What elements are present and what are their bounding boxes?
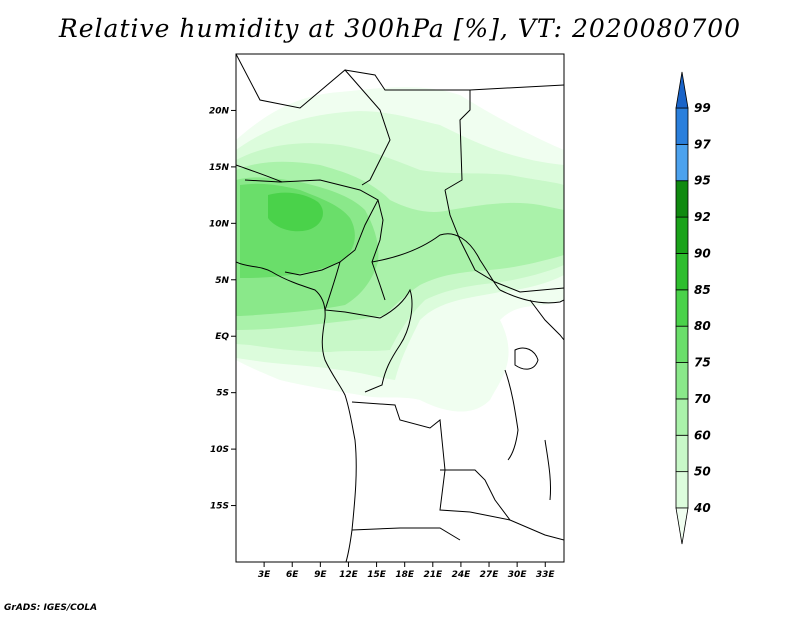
lat-tick-label: 5S xyxy=(216,389,229,399)
colorbar: 99 97 95 92 90 85 80 75 70 60 50 40 xyxy=(675,71,711,545)
colorbar-box xyxy=(675,107,689,145)
border-egypt-sudan xyxy=(469,84,564,91)
lon-tick-label: 15E xyxy=(367,570,387,580)
colorbar-label: 99 xyxy=(694,101,711,115)
lon-tick-label: 18E xyxy=(395,570,415,580)
lon-tick-label: 12E xyxy=(339,570,359,580)
border-east-africa xyxy=(529,299,564,341)
lat-tick-label: 15N xyxy=(209,163,230,173)
colorbar-label: 85 xyxy=(694,283,711,297)
latitude-axis: 20N 15N 10N 5N EQ 5S 10S 15S xyxy=(209,106,236,512)
colorbar-box xyxy=(675,253,689,291)
lake-tanganyika xyxy=(504,369,519,461)
colorbar-label: 95 xyxy=(694,174,711,188)
lat-tick-label: 15S xyxy=(210,502,229,512)
colorbar-box xyxy=(675,362,689,400)
lon-tick-label: 3E xyxy=(258,570,271,580)
grads-credit: GrADS: IGES/COLA xyxy=(4,603,98,613)
lon-tick-label: 30E xyxy=(508,570,528,580)
colorbar-box xyxy=(675,216,689,254)
colorbar-box xyxy=(675,398,689,436)
lon-tick-label: 9E xyxy=(314,570,327,580)
colorbar-label: 40 xyxy=(693,501,711,515)
humidity-shading xyxy=(236,87,564,412)
border-car-south xyxy=(371,233,501,291)
lat-tick-label: 10S xyxy=(210,445,229,455)
longitude-axis: 3E 6E 9E 12E 15E 18E 21E 24E 27E 30E 33E xyxy=(258,562,556,580)
border-libya-egypt xyxy=(344,69,471,191)
colorbar-label: 80 xyxy=(694,319,711,333)
colorbar-label: 90 xyxy=(694,246,711,260)
border-southern xyxy=(469,511,564,541)
border-niger-mali xyxy=(236,164,283,183)
lake-malawi xyxy=(544,439,551,501)
lake-victoria xyxy=(514,347,539,370)
colorbar-label: 60 xyxy=(694,428,711,442)
colorbar-box xyxy=(675,325,689,363)
lat-tick-label: 20N xyxy=(209,106,230,116)
country-borders xyxy=(236,54,564,562)
border-cameroon xyxy=(324,261,381,319)
colorbar-box xyxy=(675,289,689,327)
humidity-band-85 xyxy=(268,192,323,232)
colorbar-label: 70 xyxy=(694,392,711,406)
colorbar-label: 92 xyxy=(694,210,711,224)
colorbar-label: 75 xyxy=(694,356,711,370)
border-chad-sudan xyxy=(444,189,564,293)
border-namibia xyxy=(351,527,461,541)
border-drc-angola xyxy=(351,401,471,513)
colorbar-box xyxy=(675,180,689,218)
colorbar-box xyxy=(675,434,689,473)
lat-tick-label: 5N xyxy=(215,276,229,286)
colorbar-label: 50 xyxy=(694,465,711,479)
lat-tick-label: EQ xyxy=(215,332,229,342)
lat-tick-label: 10N xyxy=(209,219,230,229)
coastline-west xyxy=(236,261,357,562)
lon-tick-label: 24E xyxy=(452,570,472,580)
colorbar-over-arrow xyxy=(675,71,689,109)
colorbar-under-arrow xyxy=(675,507,689,545)
lon-tick-label: 27E xyxy=(480,570,500,580)
colorbar-box xyxy=(675,143,689,182)
border-congo-drc xyxy=(364,288,413,393)
lon-tick-label: 33E xyxy=(536,570,556,580)
border-sahara xyxy=(236,54,391,186)
lon-tick-label: 21E xyxy=(423,570,443,580)
border-chad-car xyxy=(371,199,386,301)
map-title: Relative humidity at 300hPa [%], VT: 202… xyxy=(58,14,742,43)
border-drc-east xyxy=(499,289,564,304)
map-frame xyxy=(235,53,565,563)
lon-tick-label: 6E xyxy=(286,570,299,580)
border-angola-zambia xyxy=(440,469,511,521)
border-nigeria xyxy=(244,179,379,276)
colorbar-box xyxy=(675,471,689,509)
colorbar-label: 97 xyxy=(694,137,711,151)
